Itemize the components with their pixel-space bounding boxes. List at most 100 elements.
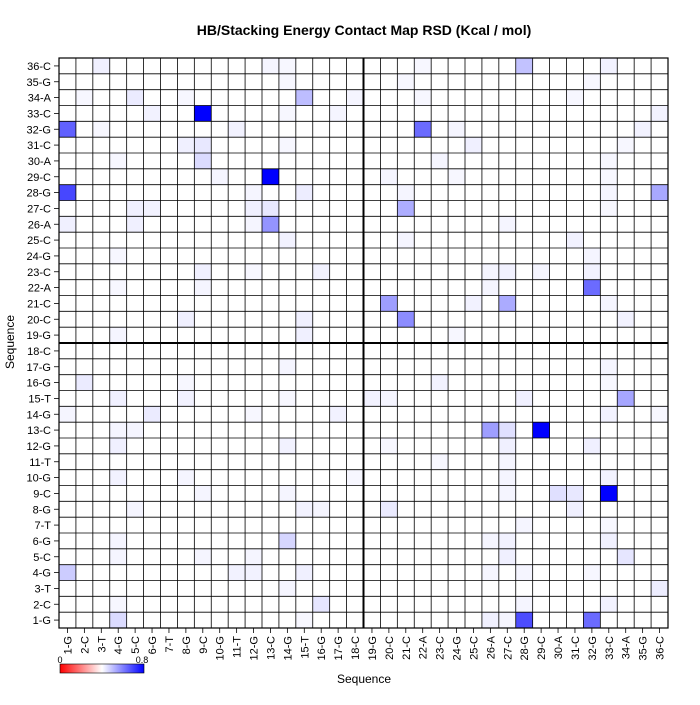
heatmap-cell bbox=[109, 612, 127, 628]
heatmap-cell bbox=[295, 612, 313, 628]
heatmap-cell bbox=[515, 612, 533, 628]
heatmap-cell bbox=[363, 390, 381, 407]
heatmap-cell bbox=[126, 200, 144, 217]
heatmap-cell bbox=[329, 105, 347, 122]
heatmap-cell bbox=[431, 374, 449, 391]
y-tick-label: 27-C bbox=[27, 203, 51, 215]
x-axis-title: Sequence bbox=[337, 672, 391, 686]
y-tick-label: 12-G bbox=[27, 441, 51, 453]
heatmap-cell bbox=[583, 248, 601, 264]
y-tick-label: 6-G bbox=[33, 536, 51, 548]
heatmap-cells bbox=[59, 58, 668, 628]
x-tick-label: 20-C bbox=[384, 636, 396, 660]
y-tick-label: 24-G bbox=[27, 251, 51, 263]
heatmap-cell bbox=[126, 422, 144, 438]
heatmap-cell bbox=[92, 58, 110, 74]
heatmap-cell bbox=[600, 358, 618, 375]
x-tick-label: 21-C bbox=[401, 636, 413, 660]
x-tick-label: 28-G bbox=[519, 636, 531, 660]
x-tick-label: 5-C bbox=[130, 636, 142, 654]
heatmap-cell bbox=[397, 232, 415, 248]
heatmap-cell bbox=[515, 517, 533, 533]
x-tick-label: 32-G bbox=[587, 636, 599, 660]
heatmap-cell bbox=[380, 295, 398, 312]
heatmap-cell bbox=[228, 564, 246, 581]
heatmap-cell bbox=[143, 406, 161, 423]
heatmap-cell bbox=[109, 533, 127, 549]
y-tick-label: 7-T bbox=[35, 520, 52, 532]
heatmap-cell bbox=[126, 89, 144, 106]
x-tick-label: 6-G bbox=[147, 636, 159, 654]
y-tick-label: 10-G bbox=[27, 473, 51, 485]
y-tick-label: 11-T bbox=[29, 457, 51, 469]
heatmap-cell bbox=[194, 485, 212, 502]
heatmap-cell bbox=[481, 564, 499, 581]
heatmap-cell bbox=[583, 279, 601, 296]
heatmap-cell bbox=[481, 263, 499, 280]
y-tick-label: 28-G bbox=[27, 188, 51, 200]
heatmap-cell bbox=[498, 216, 516, 233]
heatmap-cell bbox=[448, 168, 465, 185]
heatmap-cell bbox=[245, 406, 262, 423]
heatmap-cell bbox=[109, 596, 127, 613]
x-tick-label: 14-G bbox=[282, 636, 294, 660]
heatmap-cell bbox=[194, 263, 212, 280]
heatmap-cell bbox=[583, 564, 601, 581]
heatmap-cell bbox=[295, 311, 313, 328]
heatmap-cell bbox=[295, 501, 313, 518]
heatmap-cell bbox=[109, 248, 127, 264]
y-tick-label: 15-T bbox=[28, 393, 51, 405]
heatmap-cell bbox=[634, 121, 652, 138]
heatmap-cell bbox=[481, 612, 499, 628]
heatmap-cell bbox=[465, 137, 482, 153]
heatmap-cell bbox=[414, 89, 432, 106]
x-tick-label: 36-C bbox=[655, 636, 667, 660]
heatmap-cell bbox=[515, 390, 533, 407]
heatmap-cell bbox=[92, 121, 110, 138]
heatmap-cell bbox=[566, 501, 584, 518]
x-tick-label: 4-G bbox=[113, 636, 125, 654]
heatmap-cell bbox=[194, 105, 212, 122]
y-tick-label: 29-C bbox=[27, 172, 51, 184]
heatmap-cell bbox=[262, 168, 279, 185]
heatmap-cell bbox=[566, 485, 584, 502]
colorbar: 0 0.8 bbox=[57, 655, 149, 674]
y-tick-label: 8-G bbox=[33, 504, 51, 516]
x-tick-label: 25-C bbox=[468, 636, 480, 660]
colorbar-tick-max: 0.8 bbox=[136, 655, 149, 665]
heatmap-cell bbox=[295, 327, 313, 343]
heatmap-cell bbox=[481, 422, 499, 438]
heatmap-cell bbox=[600, 295, 618, 312]
heatmap-cell bbox=[75, 374, 93, 391]
heatmap-cell bbox=[59, 406, 76, 423]
heatmap-cell bbox=[278, 58, 296, 74]
plot-frame bbox=[58, 57, 669, 629]
x-tick-label: 7-T bbox=[164, 636, 176, 653]
heatmap-cell bbox=[617, 137, 635, 153]
heatmap-cell bbox=[532, 263, 550, 280]
heatmap-cell bbox=[583, 73, 601, 90]
heatmap-cell bbox=[262, 200, 279, 217]
heatmap-cell bbox=[651, 406, 668, 423]
x-tick-label: 17-G bbox=[333, 636, 345, 660]
heatmap-cell bbox=[194, 137, 212, 153]
x-tick-label: 31-C bbox=[570, 636, 582, 660]
x-tick-label: 3-T bbox=[96, 636, 108, 653]
heatmap-cell bbox=[295, 564, 313, 581]
y-tick-label: 22-A bbox=[28, 283, 52, 295]
y-tick-label: 30-A bbox=[28, 156, 52, 168]
heatmap-cell bbox=[380, 168, 398, 185]
heatmap-cell bbox=[177, 469, 195, 486]
heatmap-cell bbox=[346, 469, 364, 486]
heatmap-cell bbox=[109, 438, 127, 454]
y-tick-label: 21-C bbox=[27, 298, 51, 310]
heatmap-cell bbox=[262, 58, 279, 74]
heatmap-cell bbox=[498, 263, 516, 280]
heatmap-cell bbox=[109, 327, 127, 343]
heatmap-cell bbox=[177, 390, 195, 407]
heatmap-cell bbox=[194, 548, 212, 565]
heatmap-cell bbox=[278, 137, 296, 153]
heatmap-cell bbox=[397, 73, 415, 90]
heatmap-cell bbox=[498, 453, 516, 470]
x-tick-label: 13-C bbox=[265, 636, 277, 660]
